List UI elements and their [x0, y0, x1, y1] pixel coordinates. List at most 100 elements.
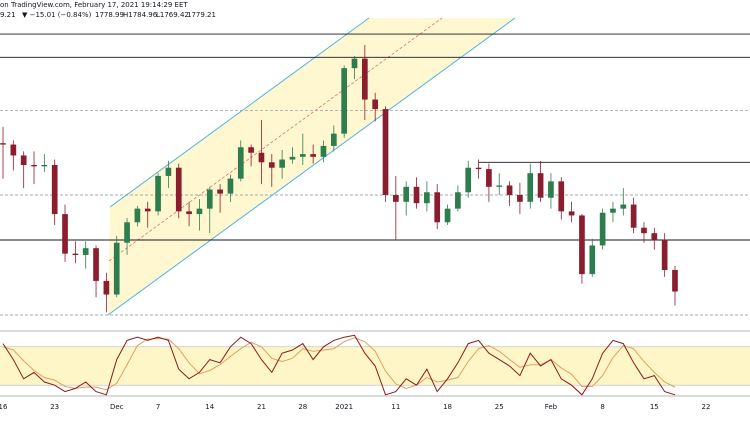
- candle-body: [475, 167, 482, 170]
- candle-body: [144, 208, 151, 212]
- candle-body: [455, 192, 461, 209]
- candle-body: [393, 195, 399, 202]
- candle-body: [579, 215, 585, 275]
- candle-body: [165, 167, 172, 176]
- candle-body: [351, 58, 358, 69]
- candle-body: [93, 248, 99, 281]
- candle-body: [31, 165, 37, 167]
- candle-body: [268, 162, 275, 168]
- x-axis: 16 23 Dec 7 14 21 28 2021 11 18 25 Feb 8 15 22: [0, 403, 710, 411]
- x-tick-label: 7: [156, 403, 160, 411]
- candle-body: [72, 253, 79, 255]
- stoch-line: [2, 337, 676, 391]
- x-tick-label: 25: [495, 403, 504, 411]
- candle-body: [517, 195, 523, 202]
- candle-body: [227, 178, 234, 194]
- candle-body: [548, 181, 554, 198]
- candle-body: [527, 173, 534, 202]
- candle-body: [465, 167, 472, 193]
- candle-body: [124, 222, 130, 243]
- candle-body: [175, 167, 182, 212]
- candle-body: [651, 233, 658, 240]
- stochastic-pane: [0, 334, 750, 396]
- x-tick-label: 15: [650, 403, 659, 411]
- candle-body: [82, 248, 89, 255]
- x-tick-label: 21: [257, 403, 266, 411]
- candle-body: [330, 133, 337, 146]
- channel-mid: [108, 17, 443, 262]
- header-high: H1784.96: [123, 11, 158, 19]
- x-tick-label: Feb: [545, 403, 558, 411]
- candle-body: [0, 143, 6, 145]
- candle-body: [444, 208, 451, 223]
- candle-body: [217, 189, 223, 194]
- x-tick-label: 18: [443, 403, 452, 411]
- candle-body: [10, 144, 17, 156]
- x-tick-label: 14: [205, 403, 214, 411]
- candle-body: [434, 192, 441, 223]
- candle-body: [20, 155, 27, 165]
- candle-body: [113, 242, 120, 295]
- candle-body: [496, 185, 503, 187]
- candle-body: [361, 58, 368, 100]
- candle-body: [155, 175, 161, 212]
- candle-body: [341, 68, 348, 134]
- candle-body: [558, 181, 565, 212]
- stoch-line: [2, 334, 676, 396]
- header-change-value: −15.01 (−0.84%): [30, 11, 92, 19]
- candle-body: [589, 245, 596, 275]
- candle-body: [51, 165, 58, 215]
- candle-body: [537, 173, 544, 198]
- candle-body: [630, 204, 637, 228]
- candle-body: [186, 211, 192, 215]
- candle-body: [320, 145, 327, 157]
- candle-body: [62, 214, 68, 254]
- x-tick-label: Dec: [110, 403, 124, 411]
- candle-body: [237, 147, 244, 179]
- candle-body: [620, 204, 627, 209]
- candle-body: [289, 156, 296, 160]
- header-low: L1769.42: [156, 11, 189, 19]
- header-change: ▼ −15.01 (−0.84%): [22, 11, 92, 19]
- candle-body: [134, 208, 141, 223]
- candle-body: [568, 211, 575, 216]
- x-tick-label: 11: [391, 403, 400, 411]
- candles: [0, 45, 678, 313]
- candle-body: [382, 109, 389, 195]
- candle-body: [486, 169, 492, 187]
- candle-body: [413, 186, 420, 204]
- candle-body: [103, 280, 110, 295]
- candle-body: [661, 240, 668, 270]
- candle-body: [279, 159, 285, 168]
- candle-body: [310, 154, 316, 157]
- x-tick-label: 23: [50, 403, 59, 411]
- candle-body: [372, 99, 379, 110]
- candle-body: [610, 208, 616, 213]
- candle-body: [599, 212, 606, 246]
- header-open: 1778.99: [95, 11, 124, 19]
- candle-body: [641, 227, 647, 234]
- candle-body: [506, 185, 513, 195]
- candle-body: [258, 152, 265, 163]
- channel-upper: [109, 17, 370, 208]
- candle-body: [206, 189, 213, 209]
- candle-body: [672, 270, 678, 292]
- channel-lower: [107, 17, 516, 316]
- header-close: 1779.21: [187, 11, 216, 19]
- x-tick-label: 8: [600, 403, 604, 411]
- header-source: on TradingView.com, February 17, 2021 19…: [0, 1, 188, 9]
- x-tick-label: 16: [0, 403, 8, 411]
- candle-body: [403, 186, 410, 202]
- x-tick-label: 2021: [335, 403, 353, 411]
- candle-body: [41, 165, 48, 167]
- x-tick-label: 28: [298, 403, 307, 411]
- header: on TradingView.com, February 17, 2021 19…: [0, 1, 216, 19]
- candle-body: [424, 192, 430, 204]
- header-last: 9.21: [0, 11, 16, 19]
- x-tick-label: 22: [702, 403, 711, 411]
- candle-body: [299, 154, 306, 157]
- candle-body: [196, 208, 203, 215]
- candle-body: [248, 147, 254, 153]
